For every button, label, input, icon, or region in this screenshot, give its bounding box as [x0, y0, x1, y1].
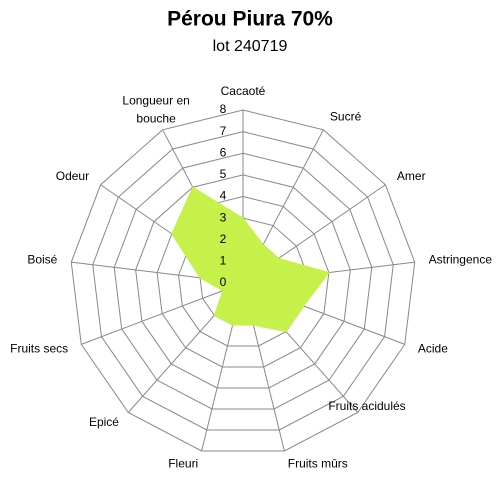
grid-ring	[135, 174, 351, 389]
axis-label: Epicé	[89, 415, 119, 429]
r-tick-label: 6	[220, 145, 227, 159]
r-tick-label: 1	[220, 254, 227, 268]
axis-label: Cacaoté	[221, 84, 266, 98]
r-tick-label: 0	[220, 275, 227, 289]
r-tick-label: 4	[220, 189, 227, 203]
grid-ring	[70, 109, 416, 452]
axis-label: Fruits mûrs	[288, 457, 348, 471]
r-tick-label: 8	[220, 102, 227, 116]
spoke	[81, 282, 244, 345]
axis-label: Amer	[397, 169, 426, 183]
axis-label: Fleuri	[168, 457, 198, 471]
r-tick-label: 3	[220, 210, 227, 224]
axis-label: Boisé	[27, 253, 57, 267]
chart-title: Pérou Piura 70%	[167, 8, 333, 31]
grid-ring	[113, 152, 373, 410]
r-tick-label: 7	[220, 124, 227, 138]
chart-subtitle: lot 240719	[213, 38, 288, 55]
axis-label: Sucré	[330, 110, 362, 124]
axis-label: Acide	[418, 341, 448, 355]
axis-label: Odeur	[56, 169, 89, 183]
axis-label: Fruits acidulés	[328, 399, 405, 413]
grid-ring	[92, 131, 394, 431]
axis-label: Fruits secs	[10, 341, 68, 355]
r-tick-label: 2	[220, 232, 227, 246]
axis-label: Astringence	[429, 253, 493, 267]
axis-label: Longueur en bouche	[122, 94, 189, 126]
grid-ring	[156, 195, 330, 368]
data-area	[171, 186, 330, 333]
r-tick-label: 5	[220, 167, 227, 181]
